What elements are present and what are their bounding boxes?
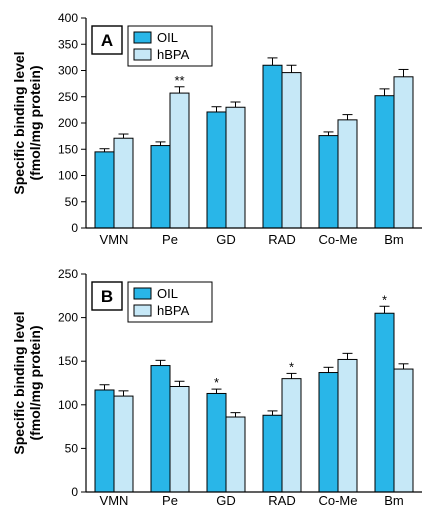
y-axis-label-line2: (fmol/mg protein): [27, 65, 43, 180]
y-tick-label: 50: [65, 441, 79, 455]
significance-marker: *: [289, 359, 294, 374]
bar-oil: [262, 64, 283, 229]
bar-hbpa: [225, 416, 246, 493]
chart-panel-a: Specific binding level (fmol/mg protein) 0…: [11, 11, 422, 247]
y-axis-label-line2: (fmol/mg protein): [27, 325, 43, 440]
y-tick-label: 300: [58, 64, 78, 78]
x-tick-label: RAD: [268, 493, 295, 508]
bar-oil: [374, 95, 395, 229]
legend-swatch-oil: [133, 287, 152, 300]
panel-label-box: [91, 281, 123, 311]
y-tick-label: 50: [65, 195, 79, 209]
y-tick-label: 250: [58, 90, 78, 104]
bar-oil: [94, 389, 115, 493]
y-tick-label: 150: [58, 354, 78, 368]
y-axis-label: Specific binding level (fmol/mg protein): [11, 51, 43, 194]
y-tick-label: 200: [58, 116, 78, 130]
panel-label: B: [101, 287, 113, 306]
bar-hbpa: [281, 72, 302, 229]
x-tick-label: Pe: [162, 232, 178, 247]
bar-oil: [150, 145, 171, 229]
x-tick-label: Bm: [384, 232, 404, 247]
bar-hbpa: [393, 368, 414, 493]
significance-marker: *: [382, 292, 387, 307]
y-tick-label: 250: [58, 267, 78, 281]
legend-swatch-hbpa: [133, 304, 152, 317]
y-axis-label-line1: Specific binding level: [11, 51, 27, 194]
bar-hbpa: [225, 106, 246, 229]
legend-label-oil: OIL: [157, 30, 178, 45]
legend-swatch-oil: [133, 31, 152, 44]
y-tick-label: 0: [71, 221, 78, 235]
x-tick-label: GD: [216, 493, 236, 508]
chart-panel-b: Specific binding level (fmol/mg protein) 0…: [11, 267, 422, 508]
bar-oil: [94, 151, 115, 229]
significance-marker: *: [214, 375, 219, 390]
bar-hbpa: [281, 378, 302, 493]
bar-hbpa: [337, 119, 358, 229]
y-tick-label: 200: [58, 311, 78, 325]
y-axis-label: Specific binding level (fmol/mg protein): [11, 311, 43, 454]
x-tick-label: Co-Me: [318, 493, 357, 508]
y-tick-label: 100: [58, 398, 78, 412]
panel-label-box: [91, 25, 123, 55]
legend-label-hbpa: hBPA: [157, 47, 190, 62]
y-tick-label: 0: [71, 485, 78, 499]
legend-swatch-hbpa: [133, 48, 152, 61]
legend-label-oil: OIL: [157, 286, 178, 301]
bar-hbpa: [113, 395, 134, 493]
y-tick-label: 150: [58, 142, 78, 156]
bar-hbpa: [113, 137, 134, 229]
panel-label: A: [101, 31, 113, 50]
bar-oil: [318, 372, 339, 493]
y-tick-label: 400: [58, 11, 78, 25]
bar-hbpa: [169, 385, 190, 493]
legend-label-hbpa: hBPA: [157, 303, 190, 318]
significance-marker: **: [174, 73, 184, 88]
bar-oil: [150, 365, 171, 493]
bar-hbpa: [393, 76, 414, 229]
x-tick-label: RAD: [268, 232, 295, 247]
bar-oil: [318, 135, 339, 229]
x-tick-label: VMN: [100, 232, 129, 247]
x-tick-label: VMN: [100, 493, 129, 508]
bar-oil: [374, 312, 395, 493]
x-tick-label: Pe: [162, 493, 178, 508]
y-tick-label: 100: [58, 169, 78, 183]
y-tick-label: 350: [58, 37, 78, 51]
bar-oil: [206, 392, 227, 493]
x-tick-label: Co-Me: [318, 232, 357, 247]
x-tick-label: GD: [216, 232, 236, 247]
bar-hbpa: [337, 358, 358, 493]
bar-hbpa: [169, 92, 190, 229]
x-tick-label: Bm: [384, 493, 404, 508]
y-axis-label-line1: Specific binding level: [11, 311, 27, 454]
bar-oil: [206, 111, 227, 229]
bar-oil: [262, 414, 283, 493]
